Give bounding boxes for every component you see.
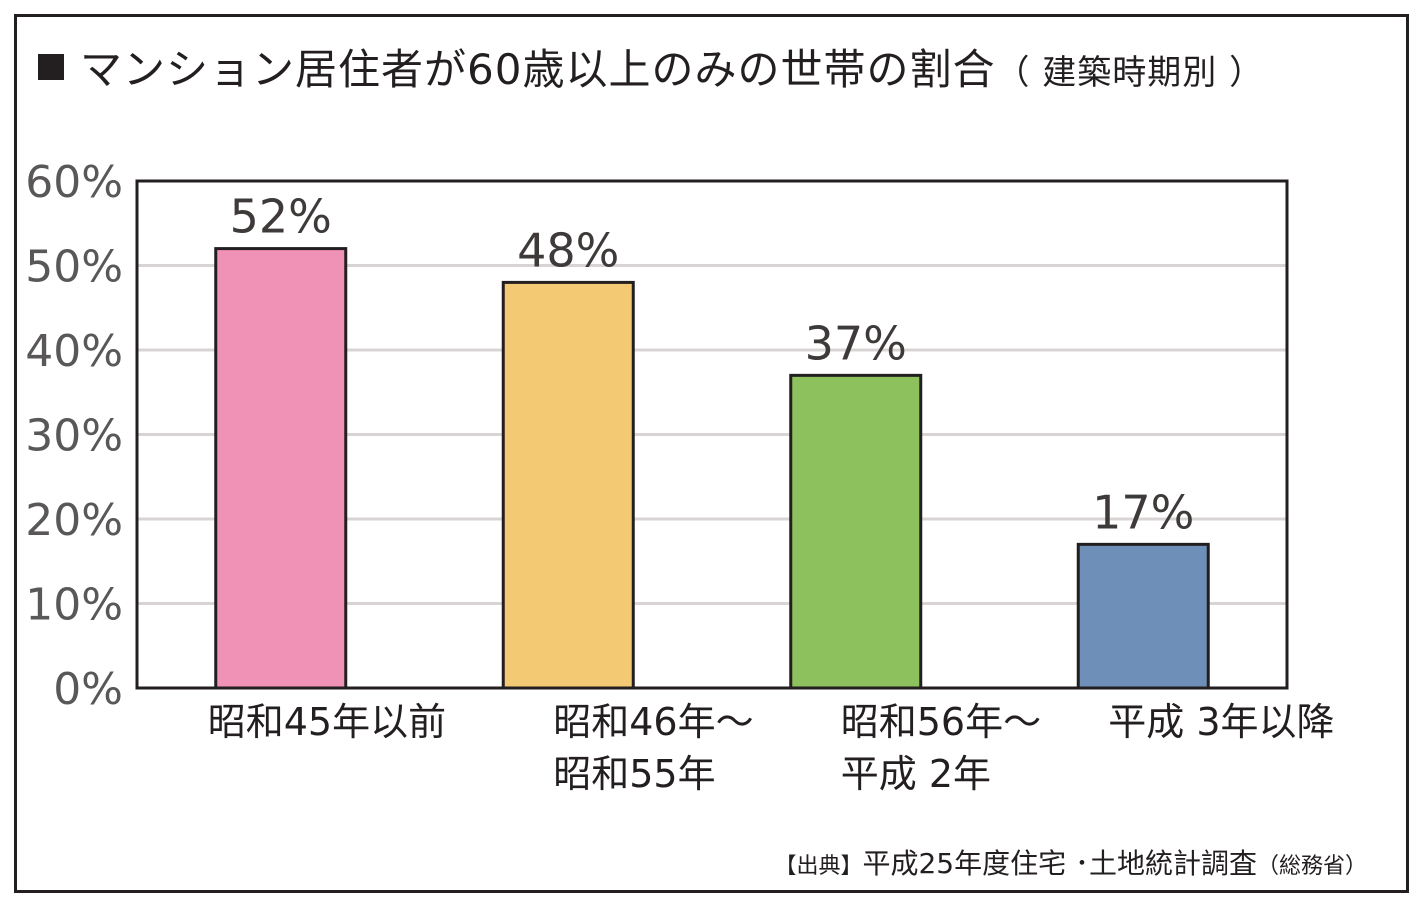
y-tick-label: 30% — [25, 411, 123, 462]
data-label: 52% — [230, 190, 332, 244]
x-tick-label: 昭和56年～ — [841, 700, 1041, 744]
data-label: 37% — [805, 316, 907, 370]
y-tick-label: 20% — [25, 495, 123, 546]
source-bracket: 【出典】 — [774, 854, 863, 879]
title-main: マンション居住者が60歳以上のみの世帯の割合 — [80, 45, 996, 94]
source-text: 平成25年度住宅 ･土地統計調査 — [862, 847, 1257, 880]
chart-title: マンション居住者が60歳以上のみの世帯の割合（ 建築時期別 ） — [38, 36, 1264, 97]
x-tick-label: 平成 2年 — [841, 752, 991, 796]
x-tick-label: 昭和45年以前 — [208, 700, 446, 744]
data-label: 48% — [517, 223, 619, 277]
bar — [789, 373, 923, 690]
y-tick-label: 40% — [25, 326, 123, 377]
source-note: 【出典】平成25年度住宅 ･土地統計調査（総務省） — [774, 842, 1367, 882]
data-label: 17% — [1092, 485, 1194, 539]
bar — [214, 247, 348, 690]
y-tick-label: 10% — [25, 580, 123, 631]
x-tick-label: 平成 3年以降 — [1108, 700, 1334, 744]
square-bullet-icon — [38, 54, 64, 80]
y-tick-label: 0% — [53, 664, 123, 715]
source-org: （総務省） — [1256, 854, 1367, 879]
bar — [1076, 542, 1210, 690]
plot-area-border — [135, 179, 1289, 690]
bar — [501, 280, 635, 690]
y-tick-label: 50% — [25, 242, 123, 293]
x-tick-label: 昭和55年 — [553, 752, 715, 796]
title-subtitle: （ 建築時期別 ） — [995, 53, 1265, 93]
y-tick-label: 60% — [25, 157, 123, 208]
x-tick-label: 昭和46年～ — [553, 700, 753, 744]
